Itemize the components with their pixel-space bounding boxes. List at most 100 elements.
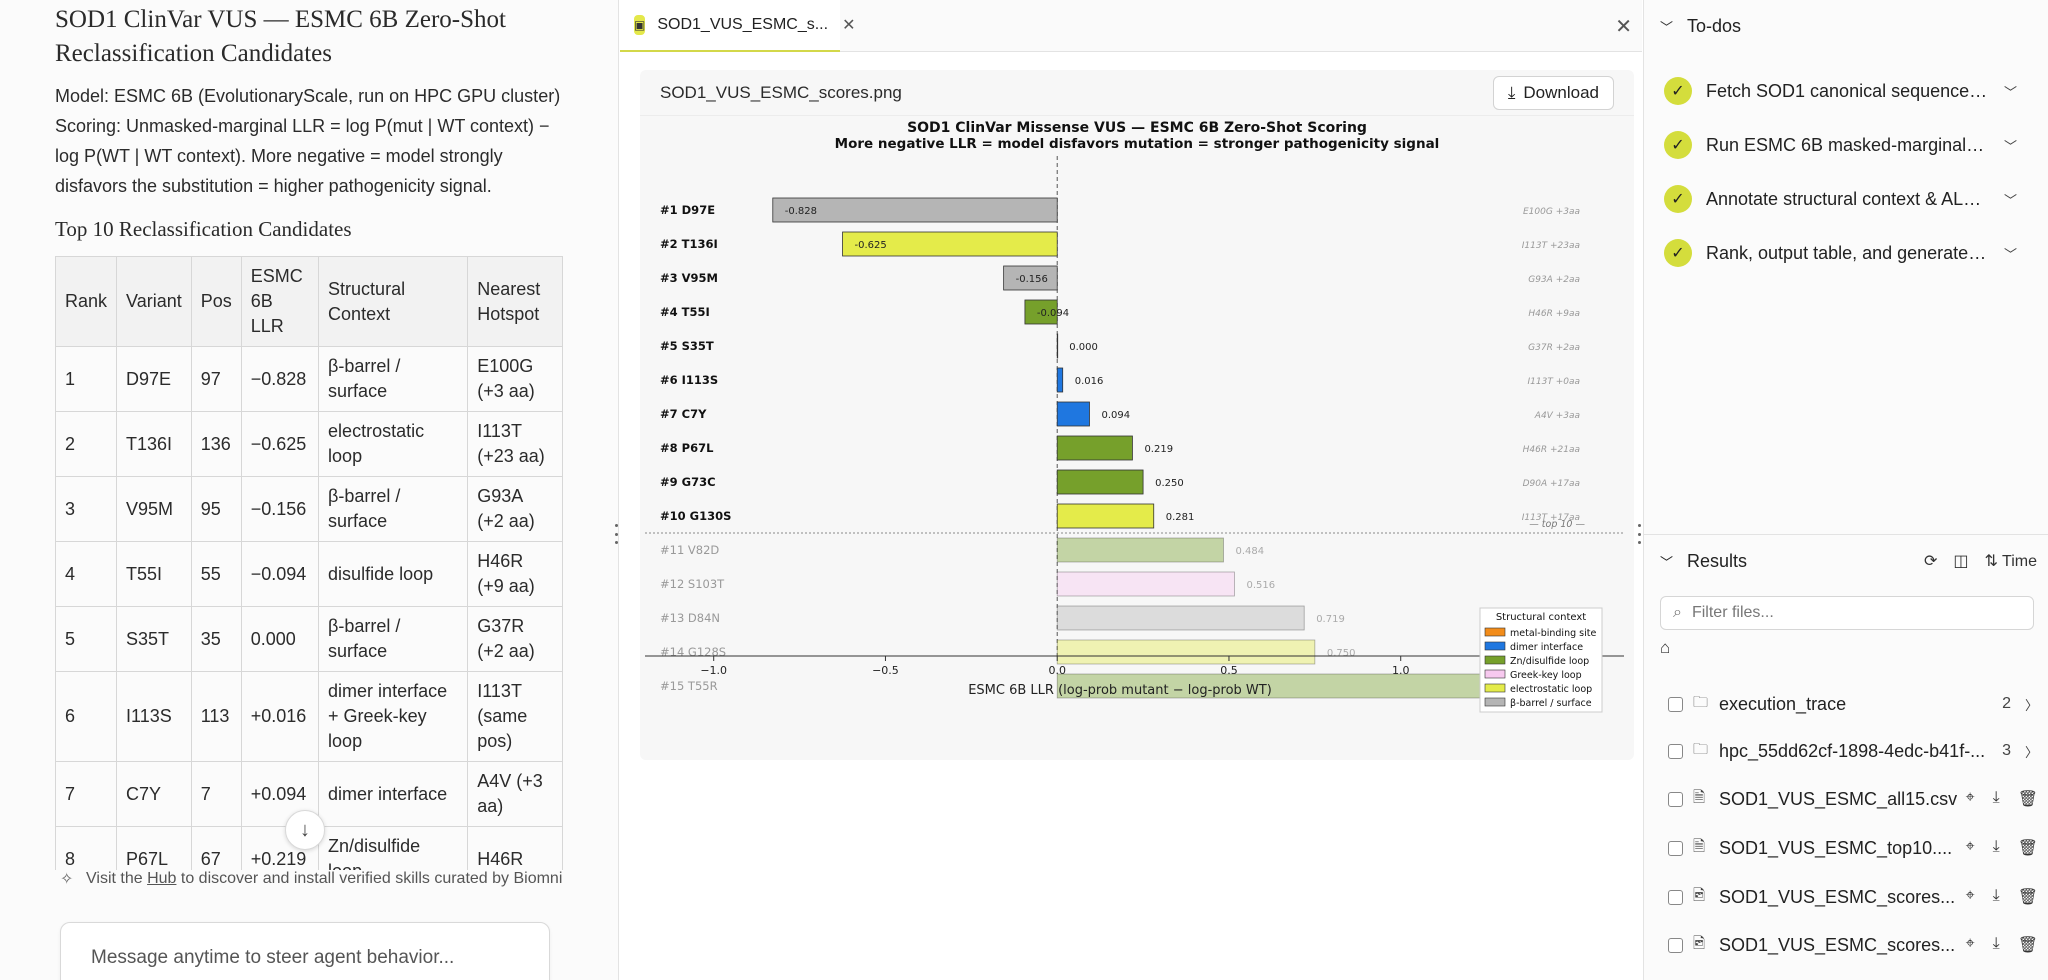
select-checkbox[interactable]: [1668, 791, 1683, 807]
select-checkbox[interactable]: [1668, 937, 1683, 953]
hotspot-label: I113T +23aa: [1522, 241, 1580, 251]
value-label: 0.094: [1102, 410, 1131, 421]
chevron-down-icon[interactable]: ﹀: [2004, 84, 2018, 100]
table-cell: 55: [190, 541, 242, 607]
legend-swatch: [1484, 683, 1506, 693]
hub-link[interactable]: Hub: [147, 870, 177, 887]
folder-icon: 🗀: [1693, 693, 1709, 711]
legend-label: β-barrel / surface: [1510, 698, 1592, 709]
table-cell: 7: [54, 761, 118, 827]
right-resize-handle[interactable]: [1636, 524, 1642, 544]
file-row[interactable]: 🗎 SOD1_VUS_ESMC_all15.csv ⌖ ⤓ 🗑: [1668, 779, 2038, 819]
file-viewer-panel: ▣ SOD1_VUS_ESMC_s... ✕ ✕ SOD1_VUS_ESMC_s…: [620, 0, 1642, 980]
chevron-down-icon: ﹀: [1660, 19, 1674, 35]
legend-label: Zn/disulfide loop: [1510, 656, 1589, 667]
table-cell: electrostatic loop: [318, 411, 469, 477]
trash-icon[interactable]: 🗑: [2017, 937, 2038, 954]
trash-icon[interactable]: 🗑: [2017, 889, 2038, 906]
report-description: Model: ESMC 6B (EvolutionaryScale, run o…: [55, 86, 561, 196]
todo-item[interactable]: ✓ Annotate structural context & ALS hotsp…: [1664, 176, 2036, 222]
tab-scores-image[interactable]: ▣ SOD1_VUS_ESMC_s... ✕: [620, 0, 855, 52]
table-cell: A4V (+3 aa): [467, 761, 563, 827]
table-cell: 8: [54, 826, 118, 870]
trash-icon[interactable]: 🗑: [2017, 791, 2038, 808]
chart-bar: [1056, 639, 1316, 665]
locate-icon[interactable]: ⌖: [1965, 789, 1975, 806]
select-checkbox[interactable]: [1668, 696, 1683, 712]
todo-item[interactable]: ✓ Rank, output table, and generate bar ch…: [1664, 230, 2036, 276]
sort-label: Time: [2002, 553, 2037, 570]
legend-swatch: [1484, 641, 1506, 651]
x-axis-label: ESMC 6B LLR (log-prob mutant − log-prob …: [968, 683, 1272, 698]
chevron-down-icon[interactable]: ﹀: [2004, 138, 2018, 154]
table-cell: −0.156: [240, 476, 320, 542]
chevron-right-icon[interactable]: 〉: [2024, 744, 2038, 760]
value-label: 0.484: [1235, 546, 1264, 557]
results-toolbar: ⟳ ◫ ⇅ Time: [1924, 538, 2037, 584]
chevron-right-icon[interactable]: 〉: [2024, 697, 2038, 713]
download-icon[interactable]: ⤓: [1992, 789, 2000, 806]
todo-item[interactable]: ✓ Fetch SOD1 canonical sequence & 15 Clin…: [1664, 68, 2036, 114]
select-checkbox[interactable]: [1668, 743, 1683, 759]
download-icon[interactable]: ⤓: [1992, 838, 2000, 855]
locate-icon[interactable]: ⌖: [1965, 887, 1975, 904]
download-icon[interactable]: ⤓: [1992, 887, 2000, 904]
chat-scroll-area[interactable]: SOD1 ClinVar VUS — ESMC 6B Zero-Shot Rec…: [0, 0, 618, 870]
table-cell: 67: [190, 826, 242, 870]
todo-label: Run ESMC 6B masked-marginal LLR scoring: [1706, 134, 1988, 155]
left-resize-handle[interactable]: [613, 524, 619, 544]
folder-row[interactable]: 🗀 hpc_55dd62cf-1898-4edc-b41f-... 3 〉: [1668, 731, 2038, 771]
column-header: Rank: [54, 256, 118, 347]
llr-bar-chart: SOD1 ClinVar Missense VUS — ESMC 6B Zero…: [645, 120, 1624, 713]
download-icon[interactable]: ⤓: [1992, 935, 2000, 952]
scroll-to-bottom-button[interactable]: ↓: [285, 810, 325, 850]
todos-header[interactable]: ﹀ To-dos: [1644, 0, 2048, 52]
checkmark-icon: ✓: [1664, 239, 1692, 267]
file-row[interactable]: 🗎 SOD1_VUS_ESMC_top10.... ⌖ ⤓ 🗑: [1668, 828, 2038, 868]
preview-header: SOD1_VUS_ESMC_scores.png ⤓ Download: [640, 70, 1634, 116]
trash-icon[interactable]: 🗑: [2017, 840, 2038, 857]
filter-placeholder: Filter files...: [1691, 604, 1774, 621]
checkmark-icon: ✓: [1664, 131, 1692, 159]
download-button[interactable]: ⤓ Download: [1492, 75, 1614, 110]
legend-label: electrostatic loop: [1510, 684, 1592, 695]
home-icon[interactable]: ⌂: [1660, 638, 1671, 657]
bar-label: #6 I113S: [660, 373, 718, 387]
sidebar-panel: ﹀ To-dos ✓ Fetch SOD1 canonical sequence …: [1643, 0, 2048, 980]
value-label: 0.000: [1069, 342, 1098, 353]
bar-label: #11 V82D: [660, 543, 719, 557]
results-header[interactable]: ﹀ Results ⟳ ◫ ⇅ Time: [1644, 538, 2048, 584]
chat-panel: SOD1 ClinVar VUS — ESMC 6B Zero-Shot Rec…: [0, 0, 619, 980]
todo-item[interactable]: ✓ Run ESMC 6B masked-marginal LLR scoring…: [1664, 122, 2036, 168]
split-view-icon[interactable]: ◫: [1953, 553, 1969, 570]
sort-button[interactable]: ⇅ Time: [1984, 551, 2037, 571]
chevron-down-icon[interactable]: ﹀: [2004, 192, 2018, 208]
chevron-down-icon[interactable]: ﹀: [2004, 246, 2018, 262]
chart-subtitle: More negative LLR = model disfavors muta…: [835, 136, 1440, 152]
locate-icon[interactable]: ⌖: [1965, 838, 1975, 855]
table-header-row: Rank Variant Pos ESMC 6B LLR Structural Cont…: [54, 256, 563, 347]
tab-close-icon[interactable]: ✕: [842, 17, 856, 34]
value-label: 0.750: [1327, 648, 1356, 659]
locate-icon[interactable]: ⌖: [1965, 935, 1975, 952]
folder-row[interactable]: 🗀 execution_trace 2 〉: [1668, 684, 2038, 724]
select-checkbox[interactable]: [1668, 889, 1683, 905]
refresh-icon[interactable]: ⟳: [1923, 553, 1938, 570]
todo-label: Fetch SOD1 canonical sequence & 15 ClinV…: [1706, 80, 1988, 101]
legend-label: metal-binding site: [1510, 628, 1596, 639]
table-cell: G93A (+2 aa): [467, 476, 563, 542]
file-icon: 🗎: [1693, 788, 1706, 806]
filter-files-input[interactable]: ⌕ Filter files...: [1660, 596, 2034, 630]
image-file-icon: 🖻: [1693, 934, 1706, 952]
file-row[interactable]: 🖻 SOD1_VUS_ESMC_scores... ⌖ ⤓ 🗑: [1668, 877, 2038, 917]
file-row[interactable]: 🖻 SOD1_VUS_ESMC_scores... ⌖ ⤓ 🗑: [1668, 925, 2038, 965]
chart-bar: [1056, 435, 1133, 461]
table-cell: β-barrel / surface: [318, 476, 469, 542]
select-checkbox[interactable]: [1668, 840, 1683, 856]
chart-bar: [842, 231, 1058, 257]
message-input[interactable]: Message anytime to steer agent behavior.…: [60, 922, 550, 980]
table-cell: 95: [190, 476, 242, 542]
file-name: SOD1_VUS_ESMC_top10....: [1719, 837, 1953, 858]
close-viewer-icon[interactable]: ✕: [1615, 16, 1632, 38]
value-label: 0.016: [1075, 376, 1104, 387]
